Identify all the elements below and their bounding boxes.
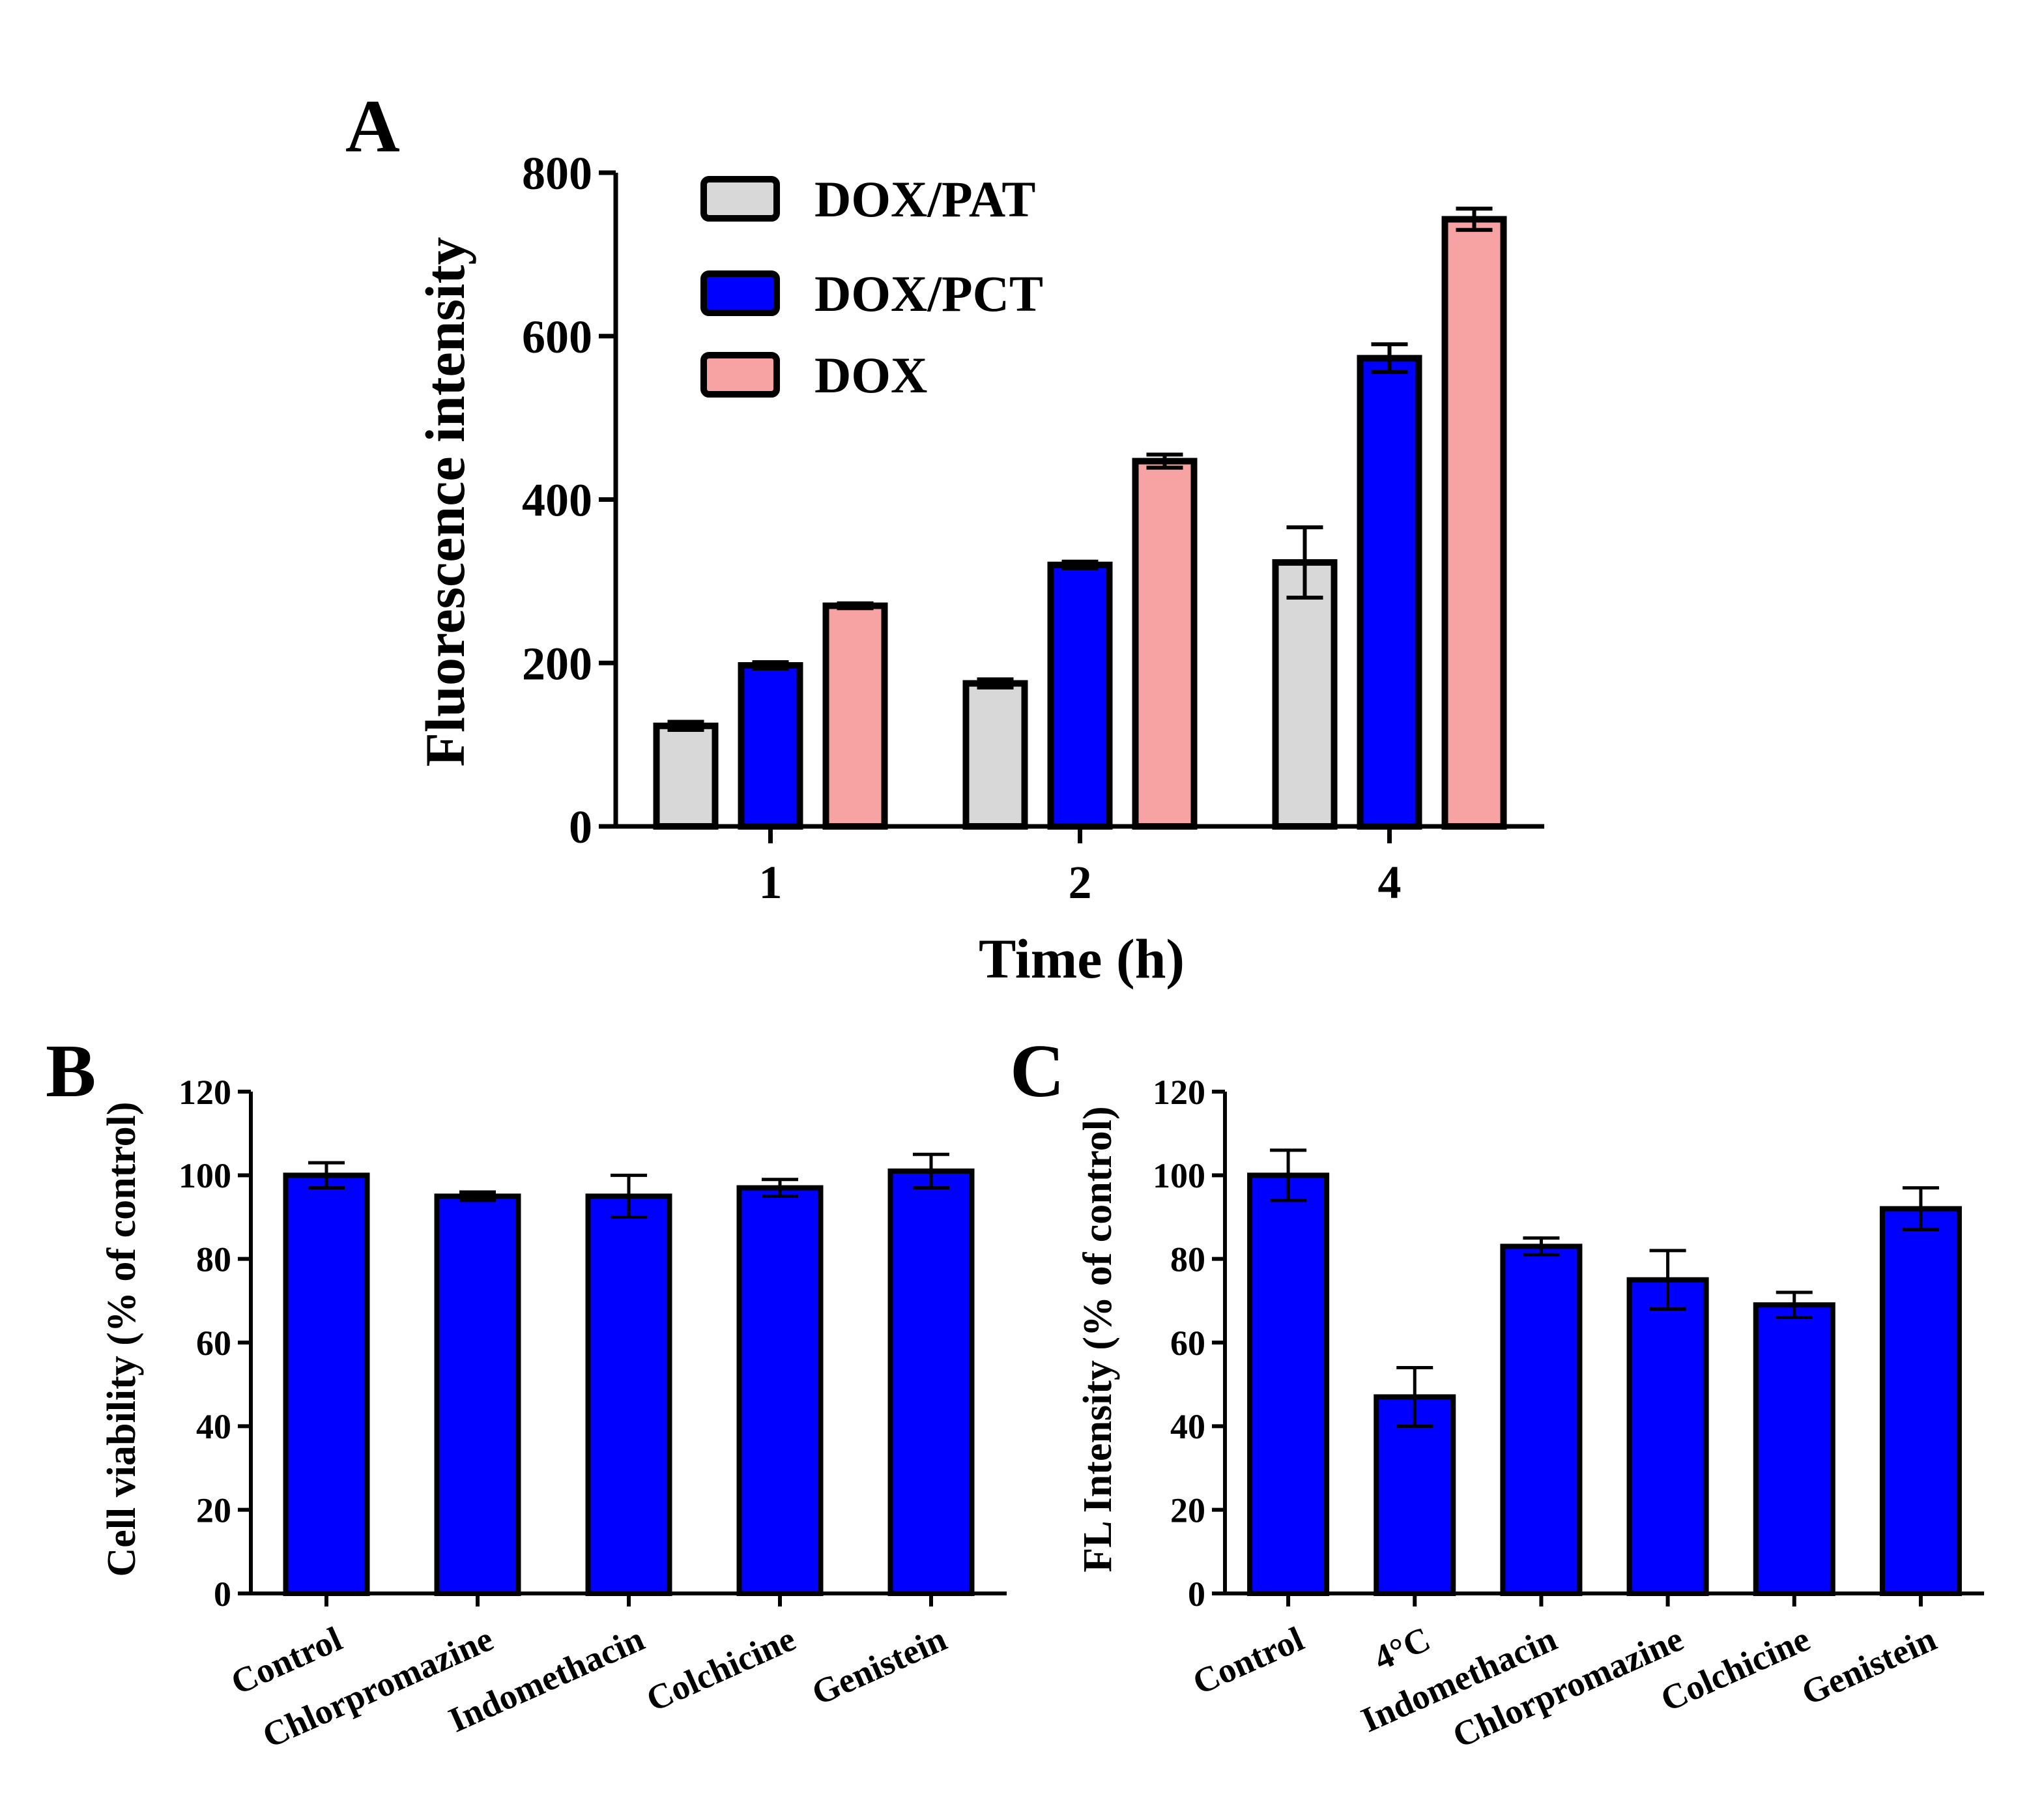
y-axis-title-c: FL Intensity (% of control) [1076, 1106, 1120, 1572]
chart-c-y-tick-label-60: 60 [1170, 1324, 1205, 1363]
chart-c-bar-fl-intensity-3 [1626, 1277, 1709, 1596]
chart-a-x-tick-label-1: 2 [1069, 856, 1092, 908]
chart-b-y-tick-label-40: 40 [196, 1407, 231, 1446]
legend-a: DOX/PAT DOX/PCT DOX [700, 171, 1043, 403]
chart-c-bar-fl-intensity-5 [1879, 1206, 1962, 1596]
panel-b: B Cell viability (% of control) 0 20 40 60 8… [46, 1030, 1007, 1756]
chart-a-bar-dox-pct-2 [1357, 355, 1422, 830]
legend-label-dox-pct: DOX/PCT [814, 265, 1043, 322]
panel-label-a: A [345, 85, 400, 168]
chart-b-y-tick-label-60: 60 [196, 1324, 231, 1363]
chart-a-x-tick-label-0: 1 [759, 856, 783, 908]
chart-a-bar-dox-pat-0 [653, 722, 719, 830]
panel-a: A Fluorescence intensity Time (h) 0 200 40… [345, 85, 1544, 990]
chart-a-bar-dox-pct-0 [738, 662, 803, 830]
chart-c-bar-fl-intensity-4 [1753, 1302, 1835, 1596]
chart-b-bar-cell-viability-2 [585, 1193, 672, 1596]
chart-b-bar-cell-viability-4 [887, 1168, 975, 1596]
panel-label-b: B [46, 1030, 96, 1113]
chart-c-y-tick-label-0: 0 [1188, 1575, 1205, 1614]
chart-c-bar-fl-intensity-1 [1374, 1394, 1456, 1597]
chart-c-x-tick-label-1: 4°C [1368, 1619, 1435, 1678]
legend-swatch-dox-pct [700, 270, 780, 316]
chart-b-y-tick-label-0: 0 [214, 1575, 231, 1614]
chart-a-bar-dox-2 [1441, 216, 1507, 830]
chart-b-x-tick-label-3: Colchicine [641, 1619, 801, 1719]
panel-c: C FL Intensity (% of control) 0 20 40 60 80 1… [1010, 1030, 1984, 1756]
x-axis-title-a: Time (h) [979, 927, 1185, 990]
chart-a-y-tick-label-200: 200 [522, 637, 592, 690]
chart-a-bar-dox-0 [822, 602, 888, 830]
chart-b-x-tick-label-4: Genistein [806, 1619, 952, 1713]
chart-b-y-tick-label-20: 20 [196, 1491, 231, 1530]
chart-b-bar-cell-viability-3 [736, 1185, 824, 1597]
chart-c-y-tick-label-120: 120 [1153, 1073, 1205, 1112]
chart-c-y-tick-label-20: 20 [1170, 1491, 1205, 1530]
chart-c-y-tick-label-100: 100 [1153, 1156, 1205, 1195]
chart-b-bar-cell-viability-0 [283, 1172, 370, 1597]
legend-label-dox: DOX [814, 347, 927, 403]
chart-a-y-tick-label-400: 400 [522, 474, 592, 527]
chart-a-bar-dox-pat-1 [962, 680, 1028, 830]
chart-b-y-tick-label-100: 100 [179, 1156, 231, 1195]
chart-b-y-tick-label-120: 120 [179, 1073, 231, 1112]
chart-a-bar-dox-pct-1 [1047, 561, 1113, 830]
chart-b-bar-cell-viability-1 [434, 1193, 521, 1596]
chart-c-bar-fl-intensity-2 [1500, 1243, 1583, 1596]
y-axis-title-b: Cell viability (% of control) [100, 1102, 144, 1577]
chart-c-x-tick-label-5: Genistein [1796, 1619, 1942, 1713]
chart-b-y-tick-label-80: 80 [196, 1240, 231, 1279]
legend-swatch-dox-pat [700, 176, 780, 222]
chart-c-y-tick-label-80: 80 [1170, 1240, 1205, 1279]
legend-swatch-dox [700, 352, 780, 398]
chart-c-bar-fl-intensity-0 [1247, 1172, 1330, 1597]
chart-a-bar-dox-1 [1132, 458, 1198, 830]
chart-a-bar-dox-pat-2 [1272, 559, 1338, 830]
chart-a-y-tick-label-600: 600 [522, 311, 592, 363]
chart-c-y-tick-label-40: 40 [1170, 1407, 1205, 1446]
panel-label-c: C [1010, 1030, 1065, 1113]
legend-label-dox-pat: DOX/PAT [814, 171, 1035, 227]
y-axis-title-a: Fluorescence intensity [414, 237, 476, 767]
chart-c-x-tick-label-0: Control [1187, 1619, 1310, 1702]
chart-a-y-tick-label-0: 0 [569, 801, 592, 853]
chart-a-y-tick-label-800: 800 [522, 147, 592, 199]
marks-b: 020406080100120ControlChlorpromazineIndo… [179, 1073, 1007, 1756]
chart-a-x-tick-label-2: 4 [1378, 856, 1402, 908]
marks-a: 0 200 400 600 800 1 2 4 [522, 147, 1544, 908]
